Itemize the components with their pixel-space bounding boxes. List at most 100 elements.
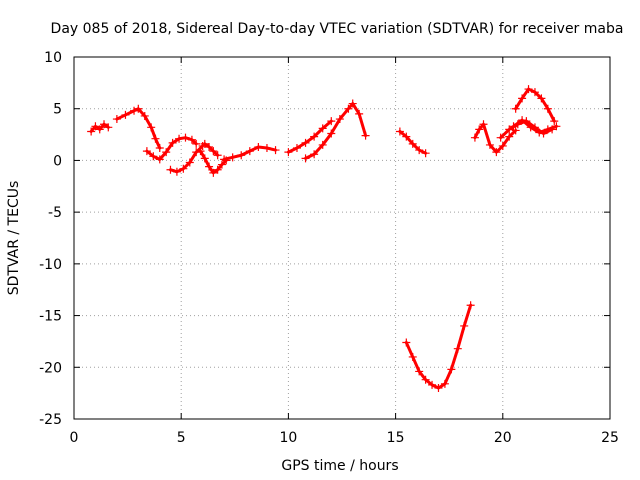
data-point — [428, 380, 437, 389]
data-point — [318, 140, 327, 149]
data-point — [95, 125, 104, 134]
data-point — [213, 165, 222, 174]
data-point — [526, 123, 535, 132]
data-point — [408, 139, 417, 148]
data-point — [192, 139, 201, 148]
data-point — [453, 344, 462, 353]
y-axis-label: SDTVAR / TECUs — [6, 181, 22, 296]
series-arc-12 — [470, 120, 520, 157]
data-point — [155, 155, 164, 164]
series-arc-9 — [301, 99, 370, 163]
series-arc-7 — [220, 142, 280, 164]
data-point — [524, 85, 533, 94]
x-axis-label: GPS time / hours — [281, 458, 398, 474]
data-point — [344, 104, 353, 113]
y-tick-label: 5 — [53, 102, 62, 118]
y-tick-label: -25 — [39, 412, 62, 428]
data-point — [550, 117, 559, 126]
data-point — [475, 125, 484, 134]
data-point — [213, 151, 222, 160]
grid-layer — [74, 57, 610, 419]
data-point — [151, 134, 160, 143]
data-point — [162, 148, 171, 157]
data-point — [134, 104, 143, 113]
series-arc-1 — [87, 120, 113, 136]
series-line — [304, 102, 368, 160]
data-point — [301, 154, 310, 163]
series-line — [286, 119, 333, 154]
data-point — [530, 88, 539, 97]
ticks-layer: 0 5 10 15 20 25 -25 -20 -15 -10 -5 0 5 10 — [39, 50, 619, 446]
data-point — [100, 120, 109, 129]
series-arc-6 — [200, 139, 222, 160]
data-point — [271, 146, 280, 155]
data-point — [511, 126, 520, 135]
data-point — [205, 142, 214, 151]
data-point — [112, 115, 121, 124]
data-point — [237, 151, 246, 160]
data-point — [142, 147, 151, 156]
data-point — [470, 133, 479, 142]
data-point — [415, 367, 424, 376]
data-point — [140, 111, 149, 120]
series-arc-10 — [395, 127, 430, 158]
data-point — [149, 152, 158, 161]
y-tick-label: 0 — [53, 153, 62, 169]
data-point — [460, 321, 469, 330]
data-point — [228, 153, 237, 162]
data-point — [209, 147, 218, 156]
data-point — [543, 125, 552, 134]
data-point — [301, 138, 310, 147]
data-point — [421, 149, 430, 158]
x-tick-label: 15 — [387, 430, 405, 446]
data-point — [361, 131, 370, 140]
data-point — [284, 148, 293, 157]
series-arc-14 — [511, 85, 559, 126]
data-point — [408, 352, 417, 361]
data-point — [91, 122, 100, 131]
data-point — [121, 110, 130, 119]
data-point — [466, 301, 475, 310]
y-tick-label: -15 — [39, 309, 62, 325]
series-arc-2 — [112, 104, 164, 153]
series-line — [168, 144, 205, 174]
x-tick-label: 25 — [601, 430, 619, 446]
series-arc-15 — [509, 116, 561, 137]
data-point — [181, 133, 190, 142]
data-point — [310, 132, 319, 141]
data-point — [505, 132, 514, 141]
data-point — [172, 167, 181, 176]
data-point — [318, 124, 327, 133]
data-point — [447, 365, 456, 374]
x-tick-label: 20 — [494, 430, 512, 446]
y-tick-label: -10 — [39, 257, 62, 273]
series-line — [404, 303, 473, 390]
data-point — [498, 141, 507, 150]
chart-title: Day 085 of 2018, Sidereal Day-to-day VTE… — [51, 21, 624, 37]
x-tick-label: 0 — [70, 430, 79, 446]
data-point — [327, 129, 336, 138]
y-tick-label: -20 — [39, 360, 62, 376]
data-point — [485, 140, 494, 149]
data-point — [402, 338, 411, 347]
data-point — [292, 144, 301, 153]
data-point — [155, 144, 164, 153]
data-point — [196, 147, 205, 156]
data-point — [179, 164, 188, 173]
data-point — [205, 162, 214, 171]
data-point — [209, 168, 218, 177]
data-point — [310, 150, 319, 159]
data-point — [402, 132, 411, 141]
series-arc-4 — [166, 141, 207, 176]
data-point — [505, 125, 514, 134]
plot-frame — [73, 56, 611, 420]
series-arc-3 — [142, 133, 201, 164]
series-line — [203, 142, 220, 157]
series-arc-8 — [284, 117, 336, 157]
data-point — [492, 148, 501, 157]
x-tick-label: 10 — [279, 430, 297, 446]
data-point — [421, 375, 430, 384]
data-point — [262, 144, 271, 153]
data-point — [104, 123, 113, 132]
